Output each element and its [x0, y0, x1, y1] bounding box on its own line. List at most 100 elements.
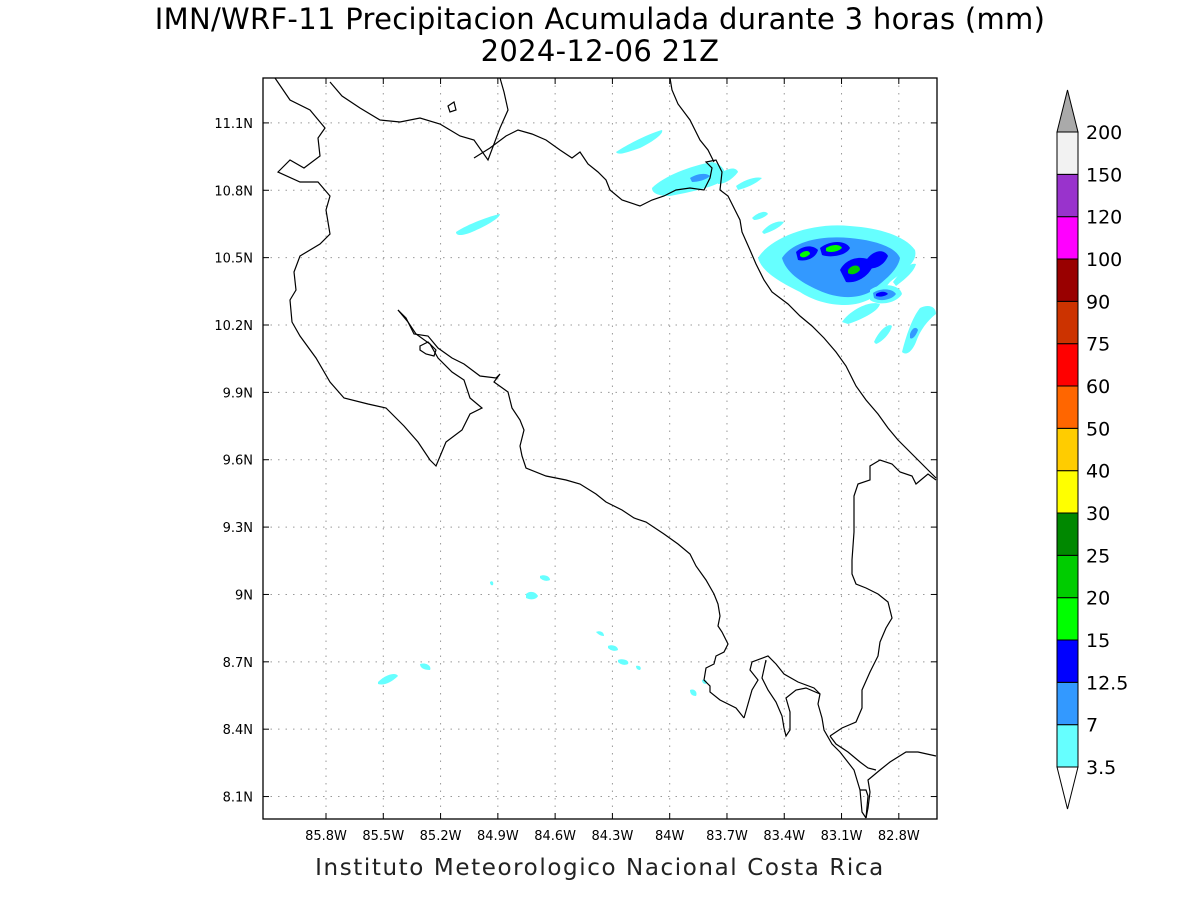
colorbar-label: 150 [1086, 164, 1122, 186]
precip-area [826, 245, 842, 252]
coastline [274, 78, 484, 468]
precip-area [848, 265, 860, 275]
coastline [669, 78, 715, 163]
coastline [865, 751, 937, 819]
precip-area [636, 665, 641, 670]
colorbar-segment [1056, 639, 1079, 683]
coastline [419, 341, 437, 357]
footer-institution: Instituto Meteorologico Nacional Costa R… [315, 855, 885, 881]
coastline [829, 459, 937, 737]
colorbar-label: 3.5 [1086, 757, 1116, 779]
precipitation-layer [378, 130, 936, 696]
map-subtitle-datetime: 2024-12-06 21Z [480, 34, 720, 68]
colorbar-segment [1056, 512, 1079, 556]
lon-tick-label: 84W [655, 829, 685, 844]
precip-area [690, 173, 710, 182]
colorbar-upper-arrow [1056, 89, 1079, 133]
colorbar-segment [1056, 300, 1079, 345]
map-title: IMN/WRF-11 Precipitacion Acumulada duran… [154, 2, 1046, 36]
precip-area [902, 306, 936, 354]
latitude-axis-labels: 11.1N 10.8N 10.5N 10.2N 9.9N 9.6N 9.3N 9N 8.7N 8.… [214, 117, 253, 806]
coastline [397, 309, 745, 719]
lon-tick-label: 84.3W [592, 829, 634, 844]
colorbar-segment [1056, 554, 1079, 599]
precip-area [608, 645, 618, 651]
lat-tick-label: 8.4N [223, 723, 253, 738]
lat-tick-label: 10.8N [214, 184, 253, 199]
colorbar-segment [1056, 470, 1079, 514]
precip-area [865, 251, 888, 269]
precip-area [752, 211, 768, 220]
colorbar-segment [1056, 427, 1079, 472]
precip-area [540, 575, 550, 581]
precip-area [616, 130, 663, 154]
precip-area [718, 168, 738, 184]
precip-area [874, 325, 892, 344]
precip-area [910, 327, 918, 339]
precip-area [702, 679, 707, 684]
lon-tick-label: 83.1W [821, 829, 863, 844]
coastline [743, 655, 867, 819]
colorbar-label: 15 [1086, 630, 1110, 652]
lon-tick-label: 85.8W [305, 829, 347, 844]
precip-area [800, 251, 810, 258]
precip-area [736, 177, 762, 190]
axis-ticks [263, 78, 937, 819]
precip-area [652, 162, 726, 196]
colorbar-label: 200 [1086, 122, 1122, 144]
map-frame [262, 77, 938, 820]
colorbar-segment [1056, 343, 1079, 387]
colorbar-label: 75 [1086, 334, 1110, 356]
lat-tick-label: 10.2N [214, 319, 253, 334]
coastline [860, 789, 869, 819]
colorbar-label: 30 [1086, 503, 1110, 525]
map-gridlines [263, 78, 937, 819]
lon-tick-label: 84.6W [534, 829, 576, 844]
colorbar-legend: 3.5 7 12.5 15 20 25 30 40 50 60 75 90 100 120 150 200 [1056, 89, 1128, 810]
longitude-axis-labels: 85.8W 85.5W 85.2W 84.9W 84.6W 84.3W 84W 83.7W 83… [305, 829, 920, 844]
colorbar-label: 20 [1086, 588, 1110, 610]
precip-area [490, 581, 494, 586]
lon-tick-label: 83.4W [763, 829, 805, 844]
colorbar-label: 50 [1086, 418, 1110, 440]
colorbar-label: 120 [1086, 207, 1122, 229]
lon-tick-label: 85.2W [420, 829, 462, 844]
precip-area [596, 631, 604, 636]
lat-tick-label: 8.7N [223, 656, 253, 671]
colorbar-segment [1056, 173, 1079, 218]
precip-area [378, 674, 398, 685]
colorbar-segment [1056, 724, 1079, 768]
coastline [473, 129, 937, 479]
precip-area [842, 303, 880, 324]
precip-area [420, 663, 431, 670]
colorbar-label: 40 [1086, 461, 1110, 483]
colorbar-label: 60 [1086, 376, 1110, 398]
colorbar-label: 12.5 [1086, 672, 1128, 694]
precip-area [526, 591, 538, 600]
colorbar-label: 90 [1086, 291, 1110, 313]
coastline [329, 78, 509, 162]
coastline [447, 101, 457, 113]
precip-area [876, 291, 888, 297]
coastline-layer [274, 78, 937, 819]
colorbar-segment [1056, 597, 1079, 641]
colorbar-segment [1056, 258, 1079, 302]
lat-tick-label: 8.1N [223, 791, 253, 806]
coastline [829, 735, 877, 771]
lat-tick-label: 11.1N [214, 117, 253, 132]
precip-area [893, 263, 916, 286]
coastline [761, 659, 821, 738]
lon-tick-label: 83.7W [706, 829, 748, 844]
colorbar-label: 7 [1086, 715, 1098, 737]
lon-tick-label: 82.8W [878, 829, 920, 844]
precip-area [618, 659, 629, 665]
lat-tick-label: 9.6N [223, 454, 253, 469]
colorbar-label: 100 [1086, 249, 1122, 271]
precip-area [690, 689, 697, 696]
lon-tick-label: 84.9W [477, 829, 519, 844]
colorbar-label: 25 [1086, 545, 1110, 567]
lon-tick-label: 85.5W [362, 829, 404, 844]
lat-tick-label: 9.3N [223, 521, 253, 536]
lat-tick-label: 9N [235, 588, 253, 603]
